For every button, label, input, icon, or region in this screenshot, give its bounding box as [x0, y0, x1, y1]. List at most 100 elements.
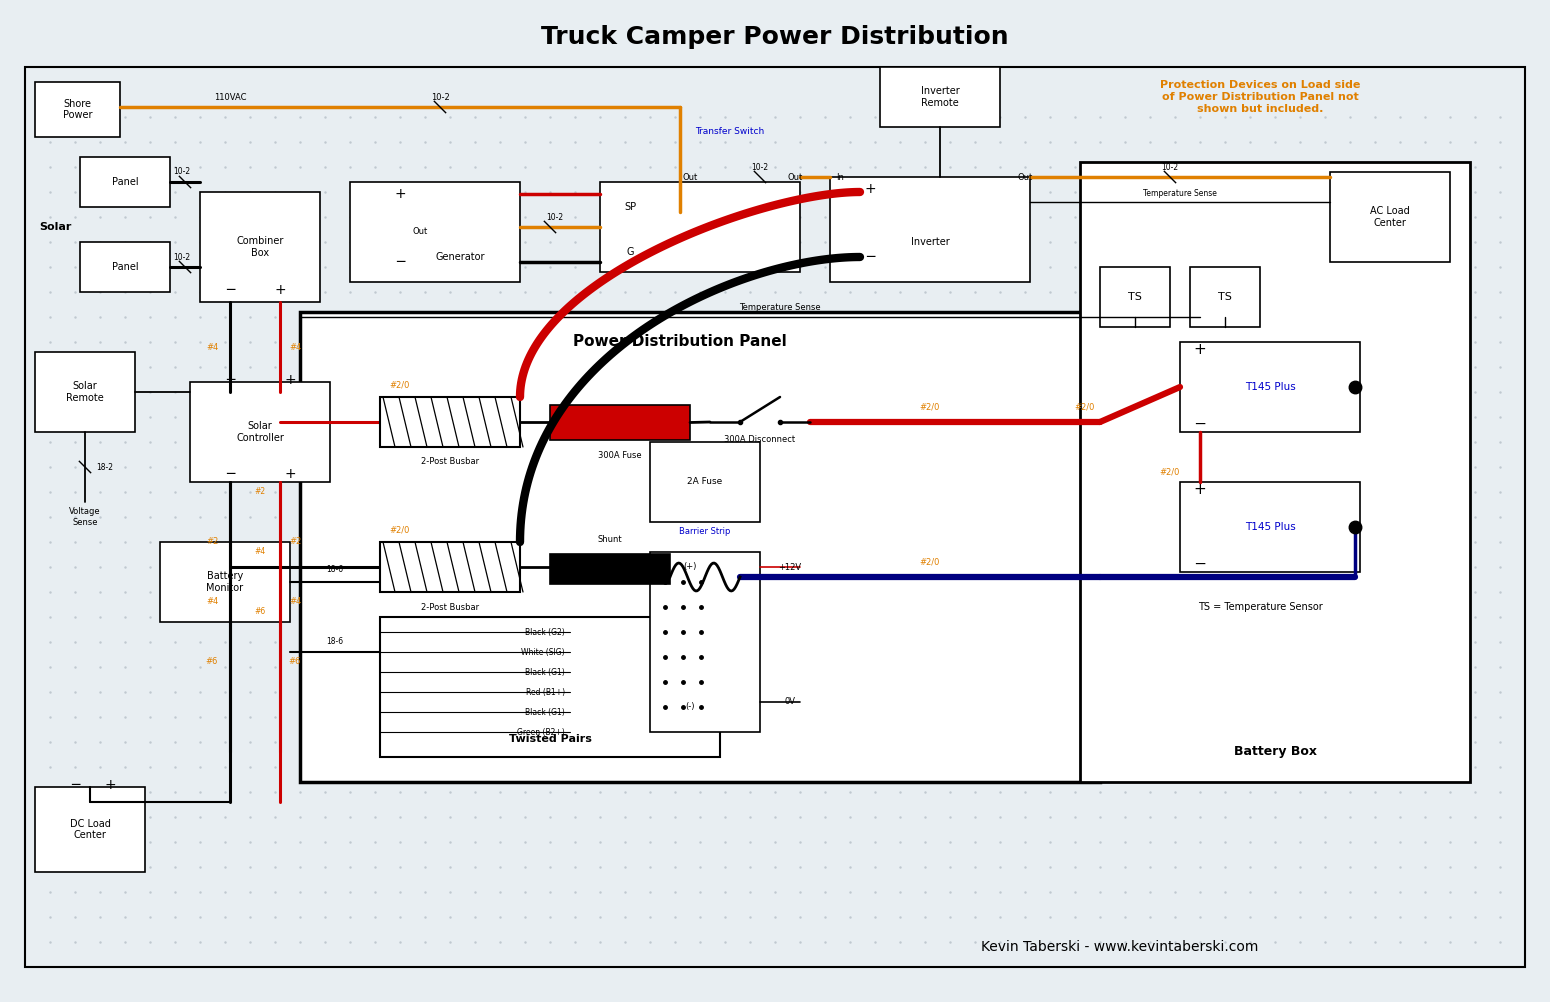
Text: 10-2: 10-2	[752, 162, 769, 171]
FancyBboxPatch shape	[1080, 162, 1469, 782]
Text: ─: ─	[866, 250, 874, 264]
Text: T145 Plus: T145 Plus	[1245, 382, 1296, 392]
Text: Out: Out	[1017, 172, 1032, 181]
Text: +12V: +12V	[778, 562, 801, 571]
Text: 0V: 0V	[784, 697, 795, 706]
Text: 10-2: 10-2	[547, 212, 564, 221]
Text: 10-2: 10-2	[174, 253, 191, 262]
Text: #2/0: #2/0	[1074, 403, 1096, 412]
Text: Transfer Switch: Transfer Switch	[696, 127, 764, 136]
Text: #4: #4	[288, 597, 301, 606]
Text: In: In	[835, 172, 843, 181]
Text: 18-6: 18-6	[327, 637, 344, 646]
FancyBboxPatch shape	[649, 552, 760, 732]
Text: +: +	[1194, 483, 1206, 498]
Text: +: +	[284, 373, 296, 387]
Text: Out: Out	[787, 172, 803, 181]
Text: Power Distribution Panel: Power Distribution Panel	[574, 335, 787, 350]
Text: 300A Fuse: 300A Fuse	[598, 451, 642, 460]
Text: Out: Out	[412, 227, 428, 236]
FancyBboxPatch shape	[829, 177, 1031, 282]
Text: #2/0: #2/0	[1159, 468, 1180, 477]
Text: #2/0: #2/0	[389, 381, 411, 390]
Text: Black (G2): Black (G2)	[525, 627, 566, 636]
Text: Combiner
Box: Combiner Box	[236, 236, 284, 258]
Text: 2A Fuse: 2A Fuse	[687, 478, 722, 487]
Text: Twisted Pairs: Twisted Pairs	[508, 734, 592, 744]
Text: #2: #2	[206, 537, 219, 546]
Text: TS: TS	[1128, 292, 1142, 302]
Text: ─: ─	[226, 283, 234, 297]
Text: SP: SP	[625, 202, 636, 212]
Text: #4: #4	[206, 597, 219, 606]
Text: #2/0: #2/0	[919, 403, 941, 412]
Text: ─: ─	[1195, 417, 1204, 432]
Text: Panel: Panel	[112, 177, 138, 187]
Text: White (SIG): White (SIG)	[521, 647, 566, 656]
Text: Solar: Solar	[39, 222, 71, 232]
FancyBboxPatch shape	[1330, 172, 1449, 262]
Text: Shunt: Shunt	[598, 534, 622, 543]
FancyBboxPatch shape	[380, 397, 519, 447]
Text: #2/0: #2/0	[389, 525, 411, 534]
Text: #2: #2	[288, 537, 301, 546]
Text: #6: #6	[288, 657, 301, 666]
Text: Shore
Power: Shore Power	[62, 99, 93, 120]
Text: #4: #4	[288, 343, 301, 352]
Text: Battery
Monitor: Battery Monitor	[206, 571, 243, 593]
FancyBboxPatch shape	[36, 352, 135, 432]
FancyBboxPatch shape	[1180, 482, 1359, 572]
Text: DC Load
Center: DC Load Center	[70, 819, 110, 841]
Text: ─: ─	[226, 373, 234, 387]
Text: Green (B2+): Green (B2+)	[518, 727, 566, 736]
FancyBboxPatch shape	[880, 67, 1000, 127]
FancyBboxPatch shape	[600, 182, 800, 272]
Text: Temperature Sense: Temperature Sense	[1142, 189, 1217, 198]
Text: 10-2: 10-2	[1161, 162, 1178, 171]
Text: 18-6: 18-6	[327, 565, 344, 574]
Text: Generator: Generator	[436, 252, 485, 262]
Text: (-): (-)	[685, 702, 694, 711]
Text: Voltage
Sense: Voltage Sense	[70, 507, 101, 527]
Text: #6: #6	[206, 657, 219, 666]
Text: Black (G1): Black (G1)	[525, 667, 566, 676]
Text: Panel: Panel	[112, 262, 138, 272]
Text: 18-2: 18-2	[96, 463, 113, 472]
Text: Protection Devices on Load side
of Power Distribution Panel not
shown but includ: Protection Devices on Load side of Power…	[1159, 80, 1361, 113]
Text: ─: ─	[1195, 556, 1204, 571]
FancyBboxPatch shape	[550, 554, 670, 584]
FancyBboxPatch shape	[301, 312, 1100, 782]
FancyBboxPatch shape	[380, 617, 721, 757]
Text: Kevin Taberski - www.kevintaberski.com: Kevin Taberski - www.kevintaberski.com	[981, 940, 1259, 954]
Text: #2: #2	[254, 488, 265, 497]
Text: Solar
Remote: Solar Remote	[67, 381, 104, 403]
FancyBboxPatch shape	[1180, 342, 1359, 432]
Text: ─: ─	[226, 467, 234, 481]
Text: G: G	[626, 247, 634, 257]
FancyBboxPatch shape	[649, 442, 760, 522]
Text: TS: TS	[1218, 292, 1232, 302]
Text: Temperature Sense: Temperature Sense	[739, 303, 822, 312]
Text: 10-2: 10-2	[174, 167, 191, 176]
Text: 2-Post Busbar: 2-Post Busbar	[422, 458, 479, 467]
Text: Battery Box: Battery Box	[1234, 745, 1316, 759]
Text: +: +	[394, 187, 406, 201]
FancyBboxPatch shape	[36, 787, 146, 872]
Text: AC Load
Center: AC Load Center	[1370, 206, 1410, 227]
Text: #2/0: #2/0	[919, 557, 941, 566]
Text: (+): (+)	[684, 562, 696, 571]
Text: 2-Post Busbar: 2-Post Busbar	[422, 602, 479, 611]
Text: Truck Camper Power Distribution: Truck Camper Power Distribution	[541, 25, 1009, 49]
FancyBboxPatch shape	[1100, 267, 1170, 327]
Text: Inverter: Inverter	[911, 237, 949, 247]
Text: +: +	[284, 467, 296, 481]
Text: #6: #6	[254, 607, 265, 616]
Text: +: +	[1194, 343, 1206, 358]
Text: +: +	[865, 182, 876, 196]
Text: ─: ─	[71, 778, 79, 792]
Text: Out: Out	[682, 172, 698, 181]
Text: +: +	[274, 283, 285, 297]
Text: #4: #4	[254, 547, 265, 556]
Text: +: +	[104, 778, 116, 792]
Text: Red (B1+): Red (B1+)	[525, 687, 566, 696]
